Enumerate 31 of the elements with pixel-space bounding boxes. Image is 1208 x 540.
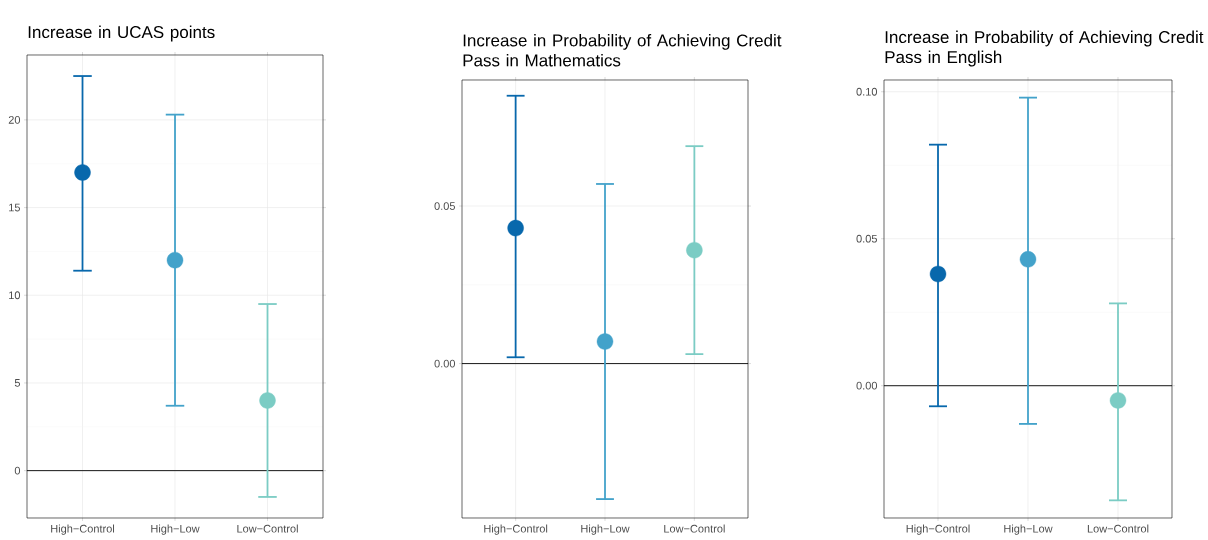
point xyxy=(596,333,614,350)
x-tick-label: High−Low xyxy=(1004,524,1053,535)
y-tick-label: 0.00 xyxy=(434,359,456,368)
point xyxy=(1109,392,1127,409)
chart-title: Increase in UCAS points xyxy=(28,25,215,42)
x-tick-label: Low−Control xyxy=(1087,524,1149,533)
point xyxy=(166,251,184,269)
point xyxy=(507,219,524,237)
x-tick-label: Low−Control xyxy=(237,524,298,533)
point xyxy=(74,164,91,181)
chart-title: Increase in Probability of Achieving Credit Pass in English xyxy=(885,30,1204,67)
point xyxy=(259,392,276,409)
point xyxy=(929,265,947,283)
x-tick-label: High−Low xyxy=(151,524,200,535)
x-tick-label: High−Control xyxy=(484,524,548,535)
point xyxy=(1019,251,1037,268)
y-tick-label: 0.05 xyxy=(856,234,877,243)
y-tick-label: 0.00 xyxy=(856,381,878,390)
chart-title: Increase in Probability of Achieving Credit Pass in Mathematics xyxy=(463,33,782,67)
x-tick-label: High−Control xyxy=(906,524,970,535)
x-tick-label: Low−Control xyxy=(664,524,725,533)
y-tick-label: 0 xyxy=(14,466,21,475)
x-tick-label: High−Low xyxy=(581,524,630,535)
point xyxy=(686,241,703,259)
y-tick-label: 10 xyxy=(9,291,21,300)
x-tick-label: High−Control xyxy=(51,524,115,535)
y-tick-label: 0.05 xyxy=(434,202,455,210)
y-tick-label: 15 xyxy=(9,203,21,212)
y-tick-label: 0.10 xyxy=(856,87,878,96)
y-tick-label: 5 xyxy=(14,379,21,387)
y-tick-label: 20 xyxy=(8,116,21,124)
